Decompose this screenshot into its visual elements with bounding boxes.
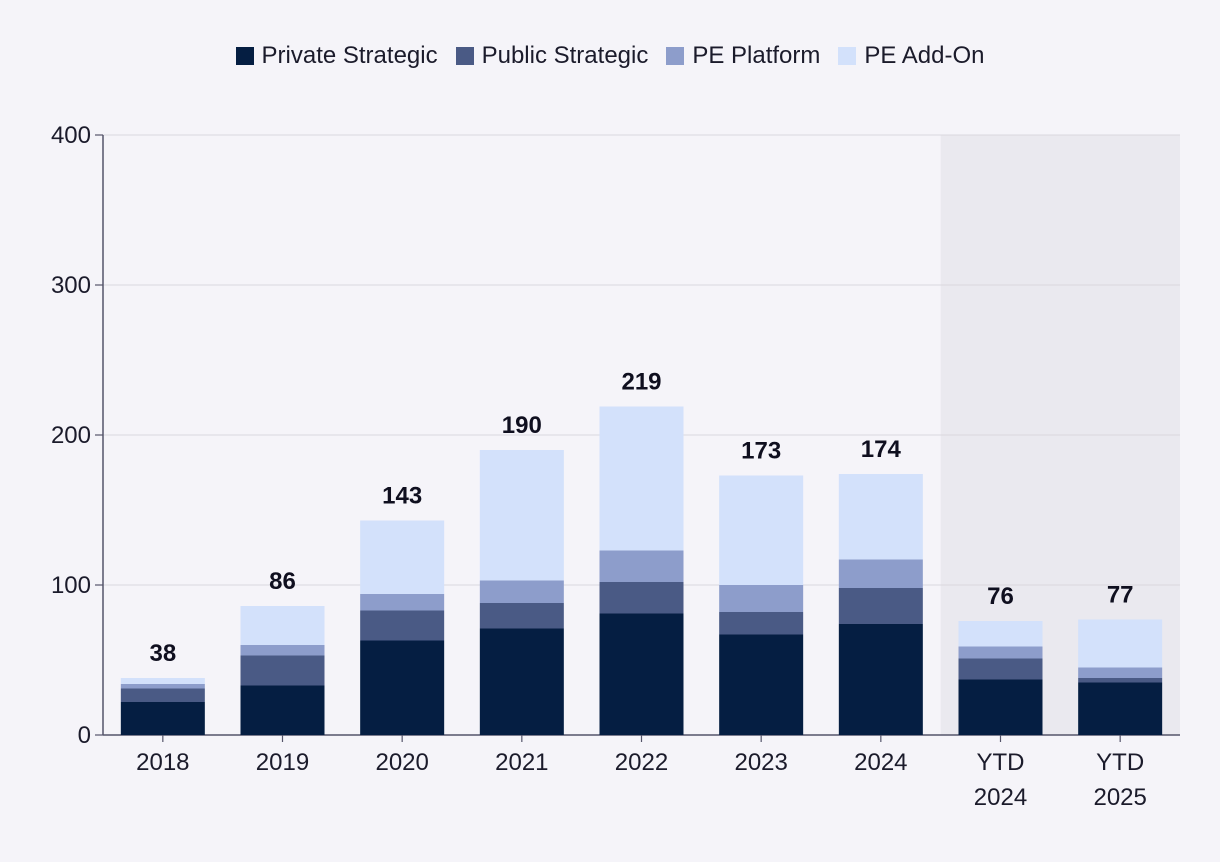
bar-segment-pe-platform: [599, 550, 684, 582]
bar-total-label: 190: [502, 412, 542, 439]
bar-segment-private-strategic: [599, 613, 684, 735]
y-tick-label: 0: [78, 722, 91, 749]
bar-total-label: 76: [987, 583, 1014, 610]
legend-item-private-strategic: Private Strategic: [235, 42, 438, 70]
bar-segment-private-strategic: [360, 640, 445, 735]
bar-segment-public-strategic: [120, 688, 205, 702]
bar-total-label: 143: [382, 483, 422, 510]
bar-segment-public-strategic: [599, 582, 684, 614]
bar-segment-pe-platform: [719, 585, 804, 612]
x-tick-label: 2018: [136, 749, 189, 776]
bar-segment-private-strategic: [479, 628, 564, 735]
x-tick-label: 2024: [974, 784, 1027, 811]
legend-swatch-pe-add-on: [838, 47, 857, 65]
bar-segment-pe-platform: [479, 580, 564, 603]
legend-item-pe-platform: PE Platform: [666, 42, 820, 70]
x-tick-label: 2020: [375, 749, 428, 776]
legend-item-public-strategic: Public Strategic: [455, 42, 649, 70]
legend-swatch-public-strategic: [455, 47, 474, 65]
bar-segment-private-strategic: [1078, 682, 1163, 735]
bar-total-label: 86: [269, 568, 296, 595]
bar-segment-public-strategic: [1078, 678, 1163, 683]
x-tick-label: 2019: [256, 749, 309, 776]
legend-label-private-strategic: Private Strategic: [261, 42, 438, 69]
bar-segment-pe-add-on: [1078, 619, 1163, 668]
x-tick-label: YTD: [1096, 749, 1144, 776]
bar-segment-private-strategic: [838, 624, 923, 735]
legend-label-pe-platform: PE Platform: [692, 42, 821, 69]
bar-segment-pe-add-on: [479, 450, 564, 581]
bar-segment-private-strategic: [958, 679, 1043, 735]
bar-segment-pe-add-on: [838, 474, 923, 560]
legend: Private Strategic Public Strategic PE Pl…: [0, 42, 1220, 70]
x-tick-label: 2021: [495, 749, 548, 776]
bar-segment-public-strategic: [838, 588, 923, 624]
bar-segment-pe-add-on: [120, 678, 205, 684]
bar-segment-pe-platform: [958, 646, 1043, 659]
bar-segment-public-strategic: [958, 658, 1043, 680]
bar-segment-pe-add-on: [719, 475, 804, 585]
bar-total-label: 219: [621, 369, 661, 396]
bar-total-label: 77: [1107, 582, 1134, 609]
x-tick-label: YTD: [977, 749, 1025, 776]
bar-segment-private-strategic: [240, 685, 325, 735]
bar-segment-pe-platform: [240, 645, 325, 656]
x-tick-label: 2022: [615, 749, 668, 776]
bar-segment-pe-platform: [360, 594, 445, 611]
y-tick-label: 200: [51, 422, 91, 449]
bar-segment-pe-add-on: [240, 606, 325, 645]
bar-segment-public-strategic: [240, 655, 325, 686]
legend-label-public-strategic: Public Strategic: [481, 42, 649, 69]
bar-segment-pe-add-on: [958, 621, 1043, 647]
bar-total-label: 173: [741, 438, 781, 465]
x-tick-label: 2024: [854, 749, 907, 776]
bar-segment-private-strategic: [120, 702, 205, 735]
bar-segment-pe-add-on: [360, 520, 445, 594]
bar-segment-public-strategic: [719, 612, 804, 635]
bar-segment-pe-add-on: [599, 406, 684, 551]
bar-segment-pe-platform: [1078, 667, 1163, 678]
y-tick-label: 100: [51, 572, 91, 599]
y-tick-label: 300: [51, 272, 91, 299]
legend-item-pe-add-on: PE Add-On: [838, 42, 984, 70]
x-tick-label: 2025: [1093, 784, 1146, 811]
legend-swatch-private-strategic: [235, 47, 254, 65]
bar-segment-public-strategic: [479, 603, 564, 629]
bar-segment-private-strategic: [719, 634, 804, 735]
bar-segment-public-strategic: [360, 610, 445, 641]
bar-total-label: 174: [861, 436, 902, 463]
legend-swatch-pe-platform: [666, 47, 685, 65]
x-tick-label: 2023: [734, 749, 787, 776]
y-tick-label: 400: [51, 122, 91, 149]
legend-label-pe-add-on: PE Add-On: [864, 42, 985, 69]
bar-segment-pe-platform: [120, 684, 205, 689]
bar-segment-pe-platform: [838, 559, 923, 588]
bar-total-label: 38: [149, 640, 176, 667]
